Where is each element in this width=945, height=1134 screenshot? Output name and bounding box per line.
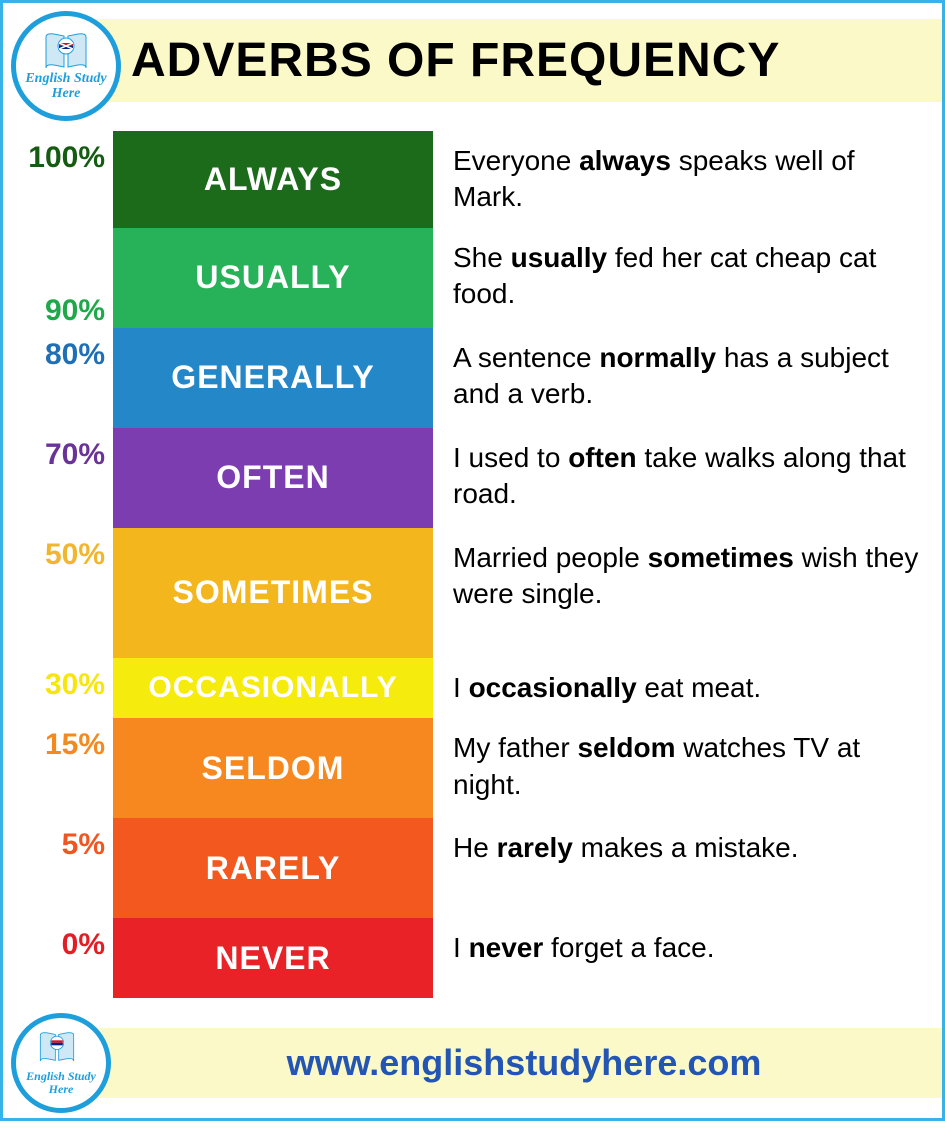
page-title: ADVERBS OF FREQUENCY xyxy=(131,33,932,88)
adverb-row: 50%SOMETIMESMarried people sometimes wis… xyxy=(3,528,942,658)
example-sentence: My father seldom watches TV at night. xyxy=(433,718,942,818)
adverb-box: USUALLY xyxy=(113,228,433,328)
example-sentence: I used to often take walks along that ro… xyxy=(433,428,942,528)
adverb-row: 70%OFTENI used to often take walks along… xyxy=(3,428,942,528)
url-banner: www.englishstudyhere.com xyxy=(86,1028,942,1098)
adverb-box: SOMETIMES xyxy=(113,528,433,658)
adverb-row: 100%ALWAYSEveryone always speaks well of… xyxy=(3,131,942,228)
adverb-row: 15%SELDOMMy father seldom watches TV at … xyxy=(3,718,942,818)
example-sentence: Married people sometimes wish they were … xyxy=(433,528,942,658)
adverb-row: 80%GENERALLYA sentence normally has a su… xyxy=(3,328,942,428)
percent-label: 5% xyxy=(3,818,113,918)
footer: English StudyHere www.englishstudyhere.c… xyxy=(3,1013,942,1118)
book-icon xyxy=(42,31,90,71)
percent-label: 100% xyxy=(3,131,113,228)
adverb-box: NEVER xyxy=(113,918,433,998)
example-sentence: I occasionally eat meat. xyxy=(433,658,942,718)
logo-text: English StudyHere xyxy=(25,71,106,102)
percent-label: 30% xyxy=(3,658,113,718)
example-sentence: Everyone always speaks well of Mark. xyxy=(433,131,942,228)
example-sentence: She usually fed her cat cheap cat food. xyxy=(433,228,942,328)
adverb-row: 90%USUALLYShe usually fed her cat cheap … xyxy=(3,228,942,328)
percent-label: 0% xyxy=(3,918,113,998)
percent-label: 15% xyxy=(3,718,113,818)
adverb-box: GENERALLY xyxy=(113,328,433,428)
logo-text: English StudyHere xyxy=(26,1070,96,1096)
title-banner: ADVERBS OF FREQUENCY xyxy=(91,19,942,102)
adverb-box: OFTEN xyxy=(113,428,433,528)
adverb-box: ALWAYS xyxy=(113,131,433,228)
adverb-box: SELDOM xyxy=(113,718,433,818)
example-sentence: He rarely makes a mistake. xyxy=(433,818,942,918)
brand-logo: English StudyHere xyxy=(11,11,121,121)
adverb-row: 30%OCCASIONALLYI occasionally eat meat. xyxy=(3,658,942,718)
adverb-rows: 100%ALWAYSEveryone always speaks well of… xyxy=(3,131,942,998)
example-sentence: I never forget a face. xyxy=(433,918,942,998)
percent-label: 80% xyxy=(3,328,113,428)
adverb-box: RARELY xyxy=(113,818,433,918)
book-icon xyxy=(37,1030,85,1070)
brand-logo-footer: English StudyHere xyxy=(11,1013,111,1113)
adverb-row: 0%NEVERI never forget a face. xyxy=(3,918,942,998)
adverb-row: 5%RARELYHe rarely makes a mistake. xyxy=(3,818,942,918)
example-sentence: A sentence normally has a subject and a … xyxy=(433,328,942,428)
percent-label: 70% xyxy=(3,428,113,528)
percent-label: 50% xyxy=(3,528,113,658)
adverb-box: OCCASIONALLY xyxy=(113,658,433,718)
header: English StudyHere ADVERBS OF FREQUENCY xyxy=(3,3,942,121)
site-url: www.englishstudyhere.com xyxy=(116,1042,932,1084)
percent-label: 90% xyxy=(3,228,113,328)
